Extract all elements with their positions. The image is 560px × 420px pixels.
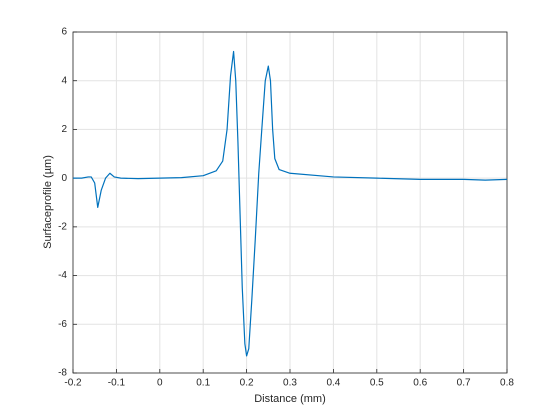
x-tick-label: -0.1 bbox=[108, 378, 126, 389]
data-line bbox=[73, 50, 508, 357]
x-axis-label: Distance (mm) bbox=[254, 393, 326, 405]
x-tick-label: -0.2 bbox=[64, 378, 82, 389]
x-tick-label: 0.7 bbox=[457, 378, 471, 389]
x-tick-label: 0.8 bbox=[500, 378, 514, 389]
x-tick-label: 0.4 bbox=[326, 378, 340, 389]
x-tick-label: 0.2 bbox=[240, 378, 254, 389]
y-tick-label: -8 bbox=[58, 368, 67, 379]
y-tick-label: -4 bbox=[58, 270, 67, 281]
y-tick-label: 0 bbox=[61, 173, 67, 184]
y-tick-label: 6 bbox=[61, 27, 67, 38]
y-tick-label: 2 bbox=[61, 124, 67, 135]
x-tick-label: 0.6 bbox=[413, 378, 427, 389]
y-tick-label: -2 bbox=[58, 221, 67, 232]
axes-box bbox=[72, 31, 508, 374]
y-tick-label: -6 bbox=[58, 319, 67, 330]
y-axis-label: Surfaceprofile (µm) bbox=[42, 155, 54, 249]
x-tick-label: 0 bbox=[157, 378, 163, 389]
x-tick-label: 0.5 bbox=[370, 378, 384, 389]
y-tick-label: 4 bbox=[61, 75, 67, 86]
x-tick-label: 0.1 bbox=[196, 378, 210, 389]
x-tick-label: 0.3 bbox=[283, 378, 297, 389]
